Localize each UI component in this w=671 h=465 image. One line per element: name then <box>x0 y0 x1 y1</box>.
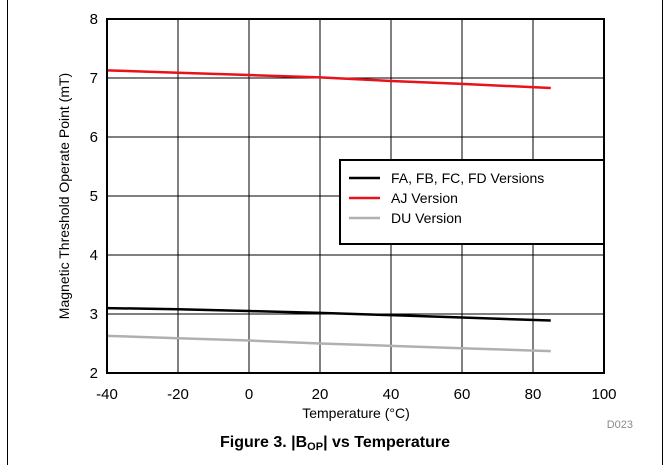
x-tick-label: 40 <box>383 386 400 403</box>
x-tick-label: -20 <box>167 386 189 403</box>
x-tick-label: 80 <box>525 386 542 403</box>
legend-label: DU Version <box>391 210 462 226</box>
figure-frame <box>7 0 663 465</box>
caption-suffix: | vs Temperature <box>323 434 450 451</box>
y-tick-label: 8 <box>90 11 98 28</box>
caption-prefix: Figure 3. |B <box>220 434 308 451</box>
y-axis-label: Magnetic Threshold Operate Point (mT) <box>56 73 72 319</box>
series-line-2 <box>106 334 551 353</box>
x-tick-labels: -40 -20 0 20 40 60 80 100 <box>96 386 616 403</box>
y-tick-label: 2 <box>90 365 98 382</box>
chart: -40 -20 0 20 40 60 80 100 2 3 4 5 6 7 8 Temperature (… <box>56 11 633 431</box>
y-tick-labels: 2 3 4 5 6 7 8 <box>90 11 98 382</box>
caption-subscript: OP <box>307 441 324 453</box>
legend: FA, FB, FC, FD Versions AJ Version DU Vers… <box>339 159 605 245</box>
x-tick-label: 60 <box>454 386 471 403</box>
legend-label: AJ Version <box>391 190 458 206</box>
x-axis-label: Temperature (°C) <box>302 405 410 421</box>
x-tick-label: -40 <box>96 386 118 403</box>
legend-box <box>339 159 605 245</box>
y-tick-label: 6 <box>90 129 98 146</box>
figure-code: D023 <box>607 419 633 431</box>
x-tick-label: 20 <box>312 386 329 403</box>
figure-caption: Figure 3. |BOP| vs Temperature <box>7 434 663 453</box>
series-line-0 <box>106 306 551 322</box>
y-tick-label: 4 <box>90 247 98 264</box>
series-lines <box>106 69 551 353</box>
x-tick-label: 0 <box>245 386 253 403</box>
x-tick-label: 100 <box>591 386 616 403</box>
y-tick-label: 5 <box>90 188 98 205</box>
series-line-1 <box>106 69 551 90</box>
y-tick-label: 7 <box>90 70 98 87</box>
y-tick-label: 3 <box>90 306 98 323</box>
legend-label: FA, FB, FC, FD Versions <box>391 170 544 186</box>
